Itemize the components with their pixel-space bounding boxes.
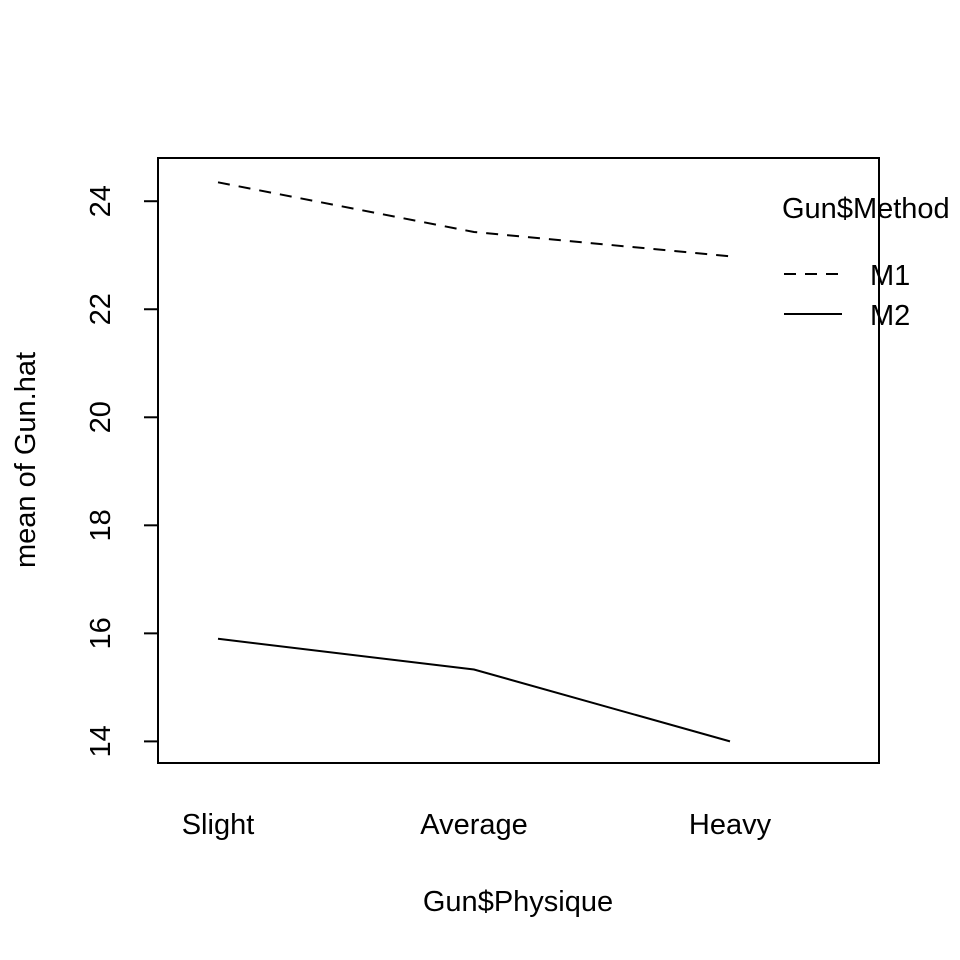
legend-label-m2: M2 [870, 300, 910, 332]
y-tick-label: 18 [85, 509, 117, 541]
x-tick-label: Heavy [689, 809, 772, 841]
series-layer [217, 181, 731, 743]
y-tick-label: 20 [85, 401, 117, 433]
y-axis: 14 16 18 20 22 24 [85, 185, 159, 758]
legend-label-m1: M1 [870, 260, 910, 292]
y-tick-label: 22 [85, 293, 117, 325]
y-tick-label: 24 [85, 185, 117, 217]
y-tick-label: 16 [85, 617, 117, 649]
y-tick-label: 14 [85, 725, 117, 757]
x-axis-tick-labels: Slight Average Heavy [182, 809, 772, 841]
series-line-m1 [217, 181, 731, 258]
x-axis-label: Gun$Physique [423, 886, 613, 918]
y-axis-label: mean of Gun.hat [10, 352, 42, 568]
x-tick-label: Average [420, 809, 528, 841]
series-line-m2 [217, 637, 731, 743]
x-tick-label: Slight [182, 809, 255, 841]
legend-title: Gun$Method [782, 193, 950, 225]
plot-frame [157, 157, 880, 764]
